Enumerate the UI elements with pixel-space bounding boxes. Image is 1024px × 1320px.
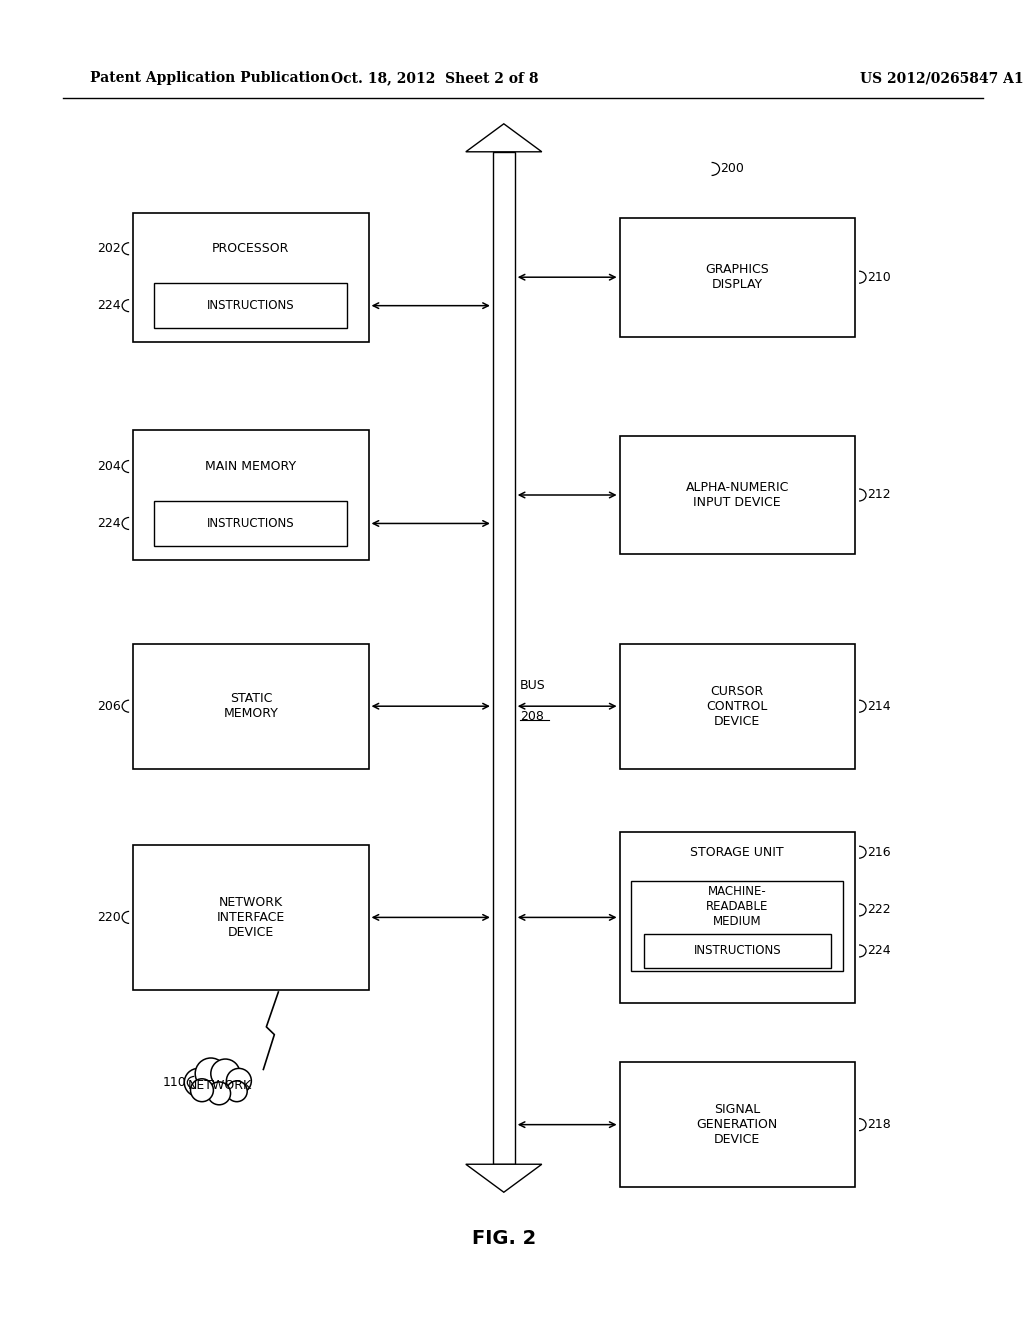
Text: 200: 200	[721, 162, 744, 176]
Polygon shape	[466, 1164, 542, 1192]
Bar	[620, 832, 855, 1003]
Bar	[133, 845, 369, 990]
Bar	[493, 152, 515, 1164]
Text: INSTRUCTIONS: INSTRUCTIONS	[207, 517, 295, 529]
Text: 224: 224	[97, 300, 121, 312]
Text: 206: 206	[97, 700, 121, 713]
Text: Oct. 18, 2012  Sheet 2 of 8: Oct. 18, 2012 Sheet 2 of 8	[332, 71, 539, 84]
Text: INSTRUCTIONS: INSTRUCTIONS	[207, 300, 295, 312]
Text: MAIN MEMORY: MAIN MEMORY	[206, 461, 296, 473]
Bar	[133, 430, 369, 560]
Text: 212: 212	[867, 488, 891, 502]
Circle shape	[211, 1059, 240, 1088]
Text: 210: 210	[867, 271, 891, 284]
Bar	[620, 218, 855, 337]
Text: PROCESSOR: PROCESSOR	[212, 243, 290, 255]
Bar	[133, 213, 369, 342]
Text: 220: 220	[97, 911, 121, 924]
Bar	[620, 1061, 855, 1188]
Text: 224: 224	[867, 945, 891, 957]
Bar	[644, 935, 830, 968]
Circle shape	[226, 1081, 247, 1102]
Text: US 2012/0265847 A1: US 2012/0265847 A1	[860, 71, 1024, 84]
Bar	[620, 644, 855, 768]
Bar	[155, 500, 347, 546]
Bar	[133, 644, 369, 768]
Text: 110: 110	[163, 1076, 186, 1089]
Text: SIGNAL
GENERATION
DEVICE: SIGNAL GENERATION DEVICE	[696, 1104, 778, 1146]
Text: MACHINE-
READABLE
MEDIUM: MACHINE- READABLE MEDIUM	[707, 884, 768, 928]
Text: 208: 208	[520, 710, 544, 723]
Text: STATIC
MEMORY: STATIC MEMORY	[223, 692, 279, 721]
Text: Patent Application Publication: Patent Application Publication	[90, 71, 330, 84]
Text: ALPHA-NUMERIC
INPUT DEVICE: ALPHA-NUMERIC INPUT DEVICE	[686, 480, 788, 510]
Bar	[631, 882, 843, 970]
Text: FIG. 2: FIG. 2	[472, 1229, 536, 1247]
Circle shape	[208, 1082, 230, 1105]
Polygon shape	[466, 124, 542, 152]
Text: BUS: BUS	[520, 680, 546, 692]
Text: 202: 202	[97, 243, 121, 255]
Text: STORAGE UNIT: STORAGE UNIT	[690, 846, 784, 859]
Text: 214: 214	[867, 700, 891, 713]
Circle shape	[190, 1078, 213, 1102]
Text: NETWORK: NETWORK	[188, 1078, 252, 1092]
Circle shape	[184, 1068, 212, 1097]
Bar	[155, 282, 347, 329]
Text: 224: 224	[97, 517, 121, 529]
Text: GRAPHICS
DISPLAY: GRAPHICS DISPLAY	[706, 263, 769, 292]
Circle shape	[226, 1068, 251, 1093]
Text: 204: 204	[97, 461, 121, 473]
Circle shape	[196, 1059, 226, 1089]
Text: 216: 216	[867, 846, 891, 859]
Text: CURSOR
CONTROL
DEVICE: CURSOR CONTROL DEVICE	[707, 685, 768, 727]
Text: 218: 218	[867, 1118, 891, 1131]
Bar	[620, 436, 855, 554]
Text: NETWORK
INTERFACE
DEVICE: NETWORK INTERFACE DEVICE	[217, 896, 285, 939]
Text: 222: 222	[867, 903, 891, 916]
Text: INSTRUCTIONS: INSTRUCTIONS	[693, 945, 781, 957]
